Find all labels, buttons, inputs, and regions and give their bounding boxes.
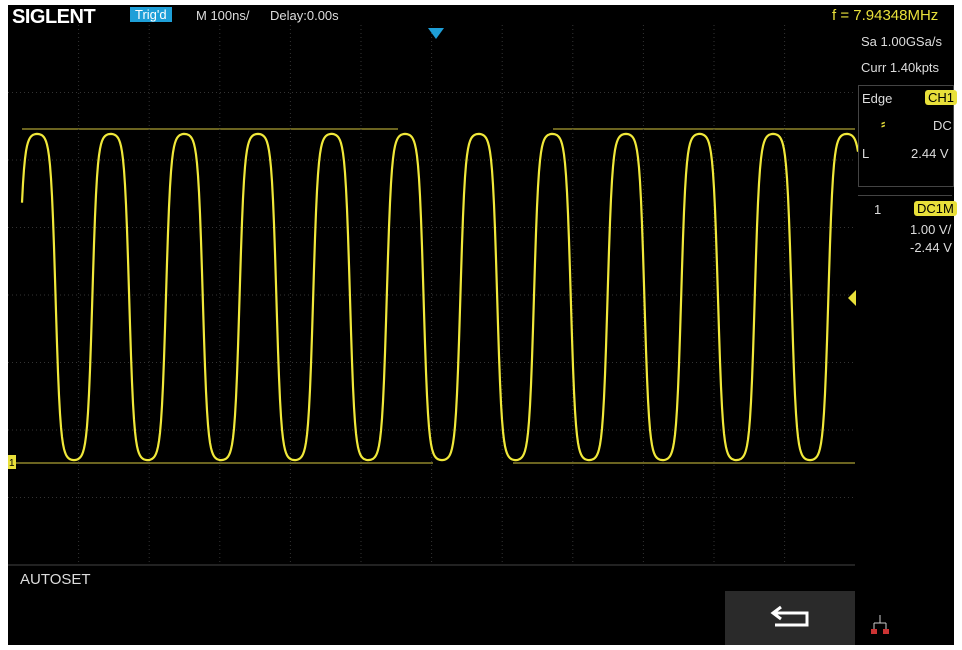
network-icon <box>870 611 900 641</box>
channel-panel[interactable]: 1 DC1M 1.00 V/ -2.44 V <box>858 195 952 266</box>
channel-scale: 1.00 V/ <box>910 222 951 237</box>
back-button[interactable] <box>725 591 855 645</box>
trigger-level-marker <box>848 290 856 306</box>
page: SIGLENT Trig'd M 100ns/ Delay:0.00s f = … <box>0 0 962 645</box>
trigger-source: CH1 <box>925 90 957 105</box>
back-icon <box>725 591 855 645</box>
level-label: L <box>862 146 869 161</box>
frequency: f = 7.94348MHz <box>832 7 938 24</box>
trigger-coupling: DC <box>933 118 952 133</box>
trigger-type: Edge <box>862 91 892 106</box>
sample-rate: Sa 1.00GSa/s <box>861 34 942 49</box>
trigger-panel[interactable]: Edge CH1 ⸗ DC L 2.44 V <box>858 85 954 187</box>
delay: Delay:0.00s <box>270 8 339 23</box>
channel-offset: -2.44 V <box>910 240 952 255</box>
timebase: M 100ns/ <box>196 8 249 23</box>
ground-marker: 1 <box>9 458 15 469</box>
waveform-area: 1 <box>8 25 858 595</box>
trigger-level: 2.44 V <box>911 146 949 161</box>
memory-depth: Curr 1.40kpts <box>861 60 939 75</box>
edge-icon: ⸗ <box>881 116 885 131</box>
trigger-status: Trig'd <box>130 7 172 22</box>
status-message: AUTOSET <box>20 571 91 588</box>
channel-number: 1 <box>874 202 881 217</box>
trigger-position-marker <box>428 28 444 39</box>
channel-coupling: DC1M <box>914 201 957 216</box>
waveform <box>22 134 858 460</box>
oscilloscope-screen: SIGLENT Trig'd M 100ns/ Delay:0.00s f = … <box>8 5 954 645</box>
